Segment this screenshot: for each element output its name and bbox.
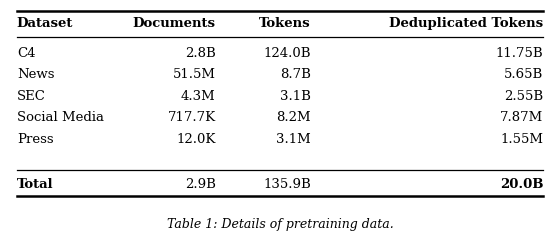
Text: 2.9B: 2.9B [185, 178, 216, 191]
Text: Total: Total [17, 178, 53, 191]
Text: 2.8B: 2.8B [185, 47, 216, 60]
Text: 4.3M: 4.3M [181, 90, 216, 103]
Text: Social Media: Social Media [17, 111, 104, 124]
Text: Tokens: Tokens [259, 17, 311, 30]
Text: 717.7K: 717.7K [167, 111, 216, 124]
Text: 8.2M: 8.2M [276, 111, 311, 124]
Text: News: News [17, 69, 54, 81]
Text: 20.0B: 20.0B [500, 178, 543, 191]
Text: C4: C4 [17, 47, 35, 60]
Text: 124.0B: 124.0B [263, 47, 311, 60]
Text: 5.65B: 5.65B [504, 69, 543, 81]
Text: Dataset: Dataset [17, 17, 73, 30]
Text: 2.55B: 2.55B [504, 90, 543, 103]
Text: 11.75B: 11.75B [496, 47, 543, 60]
Text: 1.55M: 1.55M [500, 133, 543, 146]
Text: 135.9B: 135.9B [263, 178, 311, 191]
Text: Press: Press [17, 133, 53, 146]
Text: Deduplicated Tokens: Deduplicated Tokens [389, 17, 543, 30]
Text: 51.5M: 51.5M [172, 69, 216, 81]
Text: 7.87M: 7.87M [500, 111, 543, 124]
Text: SEC: SEC [17, 90, 46, 103]
Text: 8.7B: 8.7B [280, 69, 311, 81]
Text: Table 1: Details of pretraining data.: Table 1: Details of pretraining data. [167, 218, 393, 231]
Text: 3.1B: 3.1B [280, 90, 311, 103]
Text: Documents: Documents [133, 17, 216, 30]
Text: 12.0K: 12.0K [176, 133, 216, 146]
Text: 3.1M: 3.1M [276, 133, 311, 146]
